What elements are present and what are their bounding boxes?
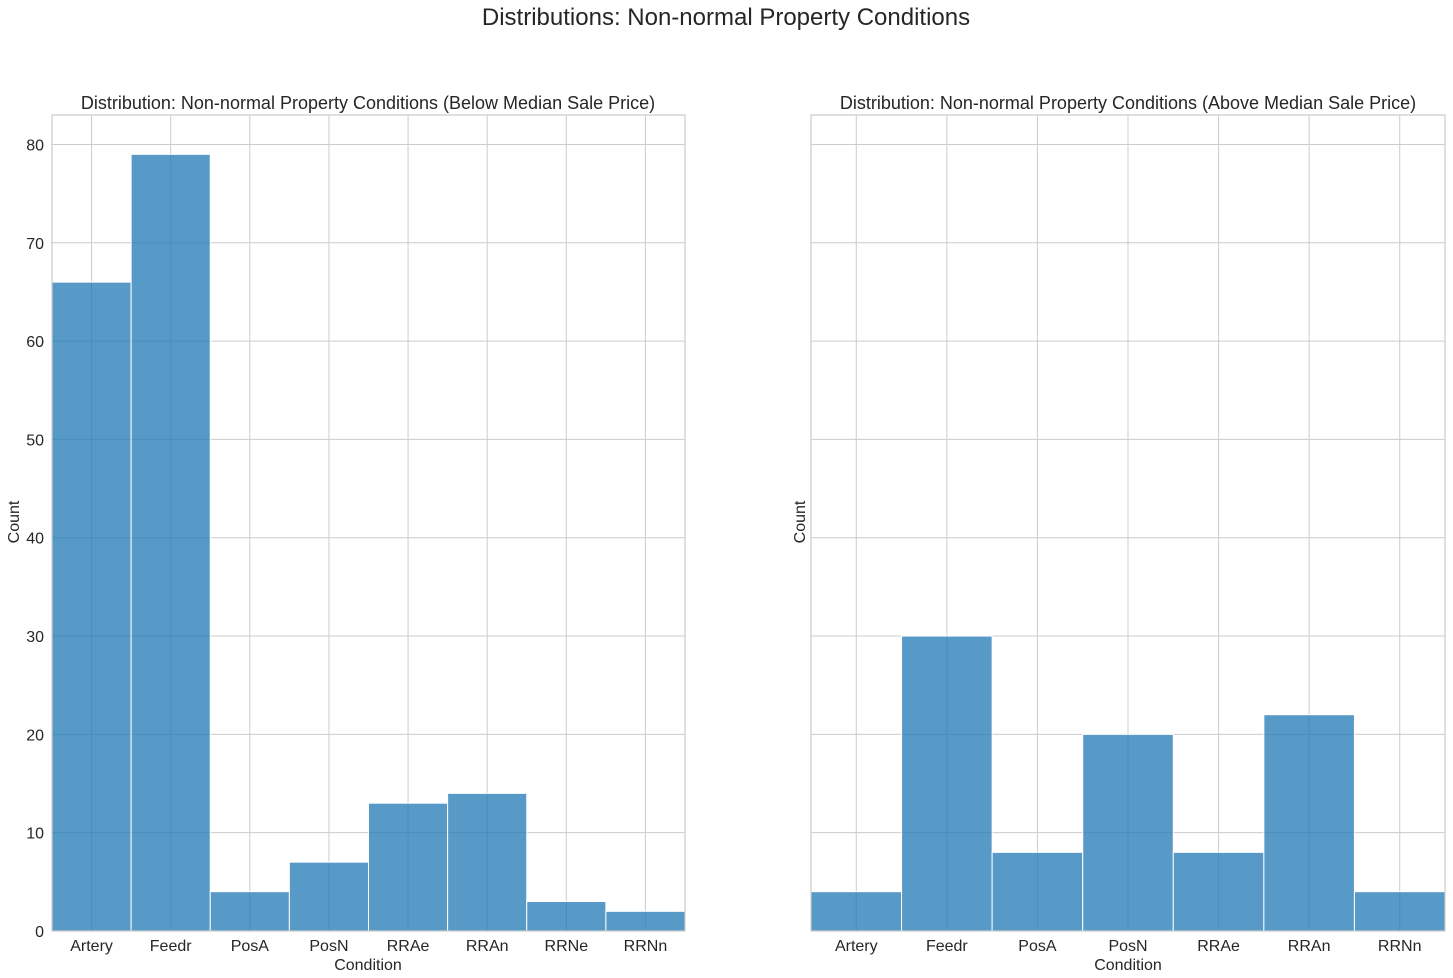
figure-suptitle: Distributions: Non-normal Property Condi…: [482, 4, 970, 31]
right-bar-rrnn: [1353, 891, 1446, 932]
right-axes-frame: [810, 114, 1446, 932]
right-y-axis-label: Count: [792, 500, 809, 543]
right-bars: [810, 635, 1446, 932]
right-chart-title: Distribution: Non-normal Property Condit…: [840, 93, 1416, 113]
left-bar-rran: [447, 792, 528, 932]
left-bar-artery: [51, 281, 132, 932]
right-x-tick-label: PosN: [1108, 938, 1147, 955]
right-bar-posn: [1082, 733, 1174, 932]
left-x-axis-label: Condition: [334, 957, 402, 974]
left-x-tick-label: RRNe: [545, 938, 589, 955]
left-frame: [51, 114, 686, 932]
left-y-tick-label: 70: [26, 236, 44, 253]
right-x-tick-label: Feedr: [926, 938, 968, 955]
left-y-tick-label: 60: [26, 334, 44, 351]
left-y-tick-label: 20: [26, 727, 44, 744]
right-x-tick-label: PosA: [1018, 938, 1057, 955]
left-x-tick-label: RRNn: [624, 938, 668, 955]
right-x-axis-label: Condition: [1094, 957, 1162, 974]
left-ticks: 0 10 20 30 40 50 60 70 80 Artery Feedr PosA PosN RRAe…: [26, 137, 667, 955]
left-bar-feedr: [130, 153, 211, 932]
left-chart-panel: Distribution: Non-normal Property Condit…: [6, 93, 686, 974]
left-x-tick-label: RRAn: [466, 938, 509, 955]
left-axes-frame: [51, 114, 686, 932]
left-chart-title: Distribution: Non-normal Property Condit…: [81, 93, 655, 113]
right-x-tick-label: RRAe: [1197, 938, 1240, 955]
right-bar-rran: [1263, 714, 1355, 932]
left-x-tick-label: PosA: [231, 938, 270, 955]
left-bar-posn: [288, 861, 369, 932]
right-frame: [810, 114, 1446, 932]
left-y-tick-label: 50: [26, 432, 44, 449]
right-ticks: Artery Feedr PosA PosN RRAe RRAn RRNn: [835, 938, 1422, 955]
left-bar-rrae: [368, 802, 449, 932]
left-x-tick-label: RRAe: [387, 938, 430, 955]
right-bar-feedr: [901, 635, 993, 932]
left-bar-posa: [209, 891, 290, 932]
left-bar-rrne: [526, 901, 607, 932]
right-chart-panel: Distribution: Non-normal Property Condit…: [792, 93, 1446, 974]
left-x-tick-label: Artery: [70, 938, 113, 955]
left-x-tick-label: PosN: [309, 938, 348, 955]
left-y-tick-label: 40: [26, 531, 44, 548]
left-bar-rrnn: [605, 910, 686, 932]
left-bars: [51, 153, 686, 932]
right-x-tick-label: RRNn: [1378, 938, 1422, 955]
left-y-tick-label: 10: [26, 826, 44, 843]
right-bar-artery: [810, 891, 903, 932]
left-y-tick-label: 80: [26, 137, 44, 154]
right-bar-posa: [991, 851, 1084, 932]
left-y-tick-label: 0: [35, 924, 44, 941]
right-x-tick-label: RRAn: [1288, 938, 1331, 955]
left-y-tick-label: 30: [26, 629, 44, 646]
left-x-tick-label: Feedr: [150, 938, 192, 955]
left-y-axis-label: Count: [6, 500, 23, 543]
right-bar-rrae: [1172, 851, 1265, 932]
right-x-tick-label: Artery: [835, 938, 878, 955]
